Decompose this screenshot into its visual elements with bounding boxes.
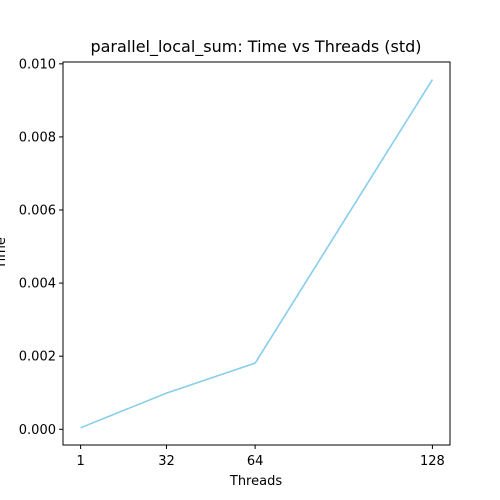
plot-frame bbox=[62, 61, 451, 446]
y-axis-label: Time bbox=[0, 237, 9, 270]
x-tick-label: 128 bbox=[420, 454, 445, 469]
chart-title: parallel_local_sum: Time vs Threads (std… bbox=[90, 37, 421, 57]
y-tick-label: 0.006 bbox=[19, 204, 56, 219]
x-tick-label: 1 bbox=[76, 454, 84, 469]
series-line-0 bbox=[80, 79, 434, 429]
y-tick-label: 0.004 bbox=[19, 277, 56, 292]
x-axis: 1 32 64 128 bbox=[76, 445, 445, 469]
y-tick-label: 0.002 bbox=[19, 350, 56, 365]
y-tick-label: 0.010 bbox=[19, 57, 56, 72]
plot-area bbox=[62, 61, 451, 446]
x-tick-label: 32 bbox=[158, 454, 175, 469]
y-tick-label: 0.008 bbox=[19, 130, 56, 145]
x-tick-label: 64 bbox=[247, 454, 264, 469]
x-axis-label: Threads bbox=[229, 474, 282, 489]
y-tick-label: 0.000 bbox=[19, 423, 56, 438]
y-axis: 0.000 0.002 0.004 0.006 0.008 0.010 bbox=[19, 57, 63, 438]
